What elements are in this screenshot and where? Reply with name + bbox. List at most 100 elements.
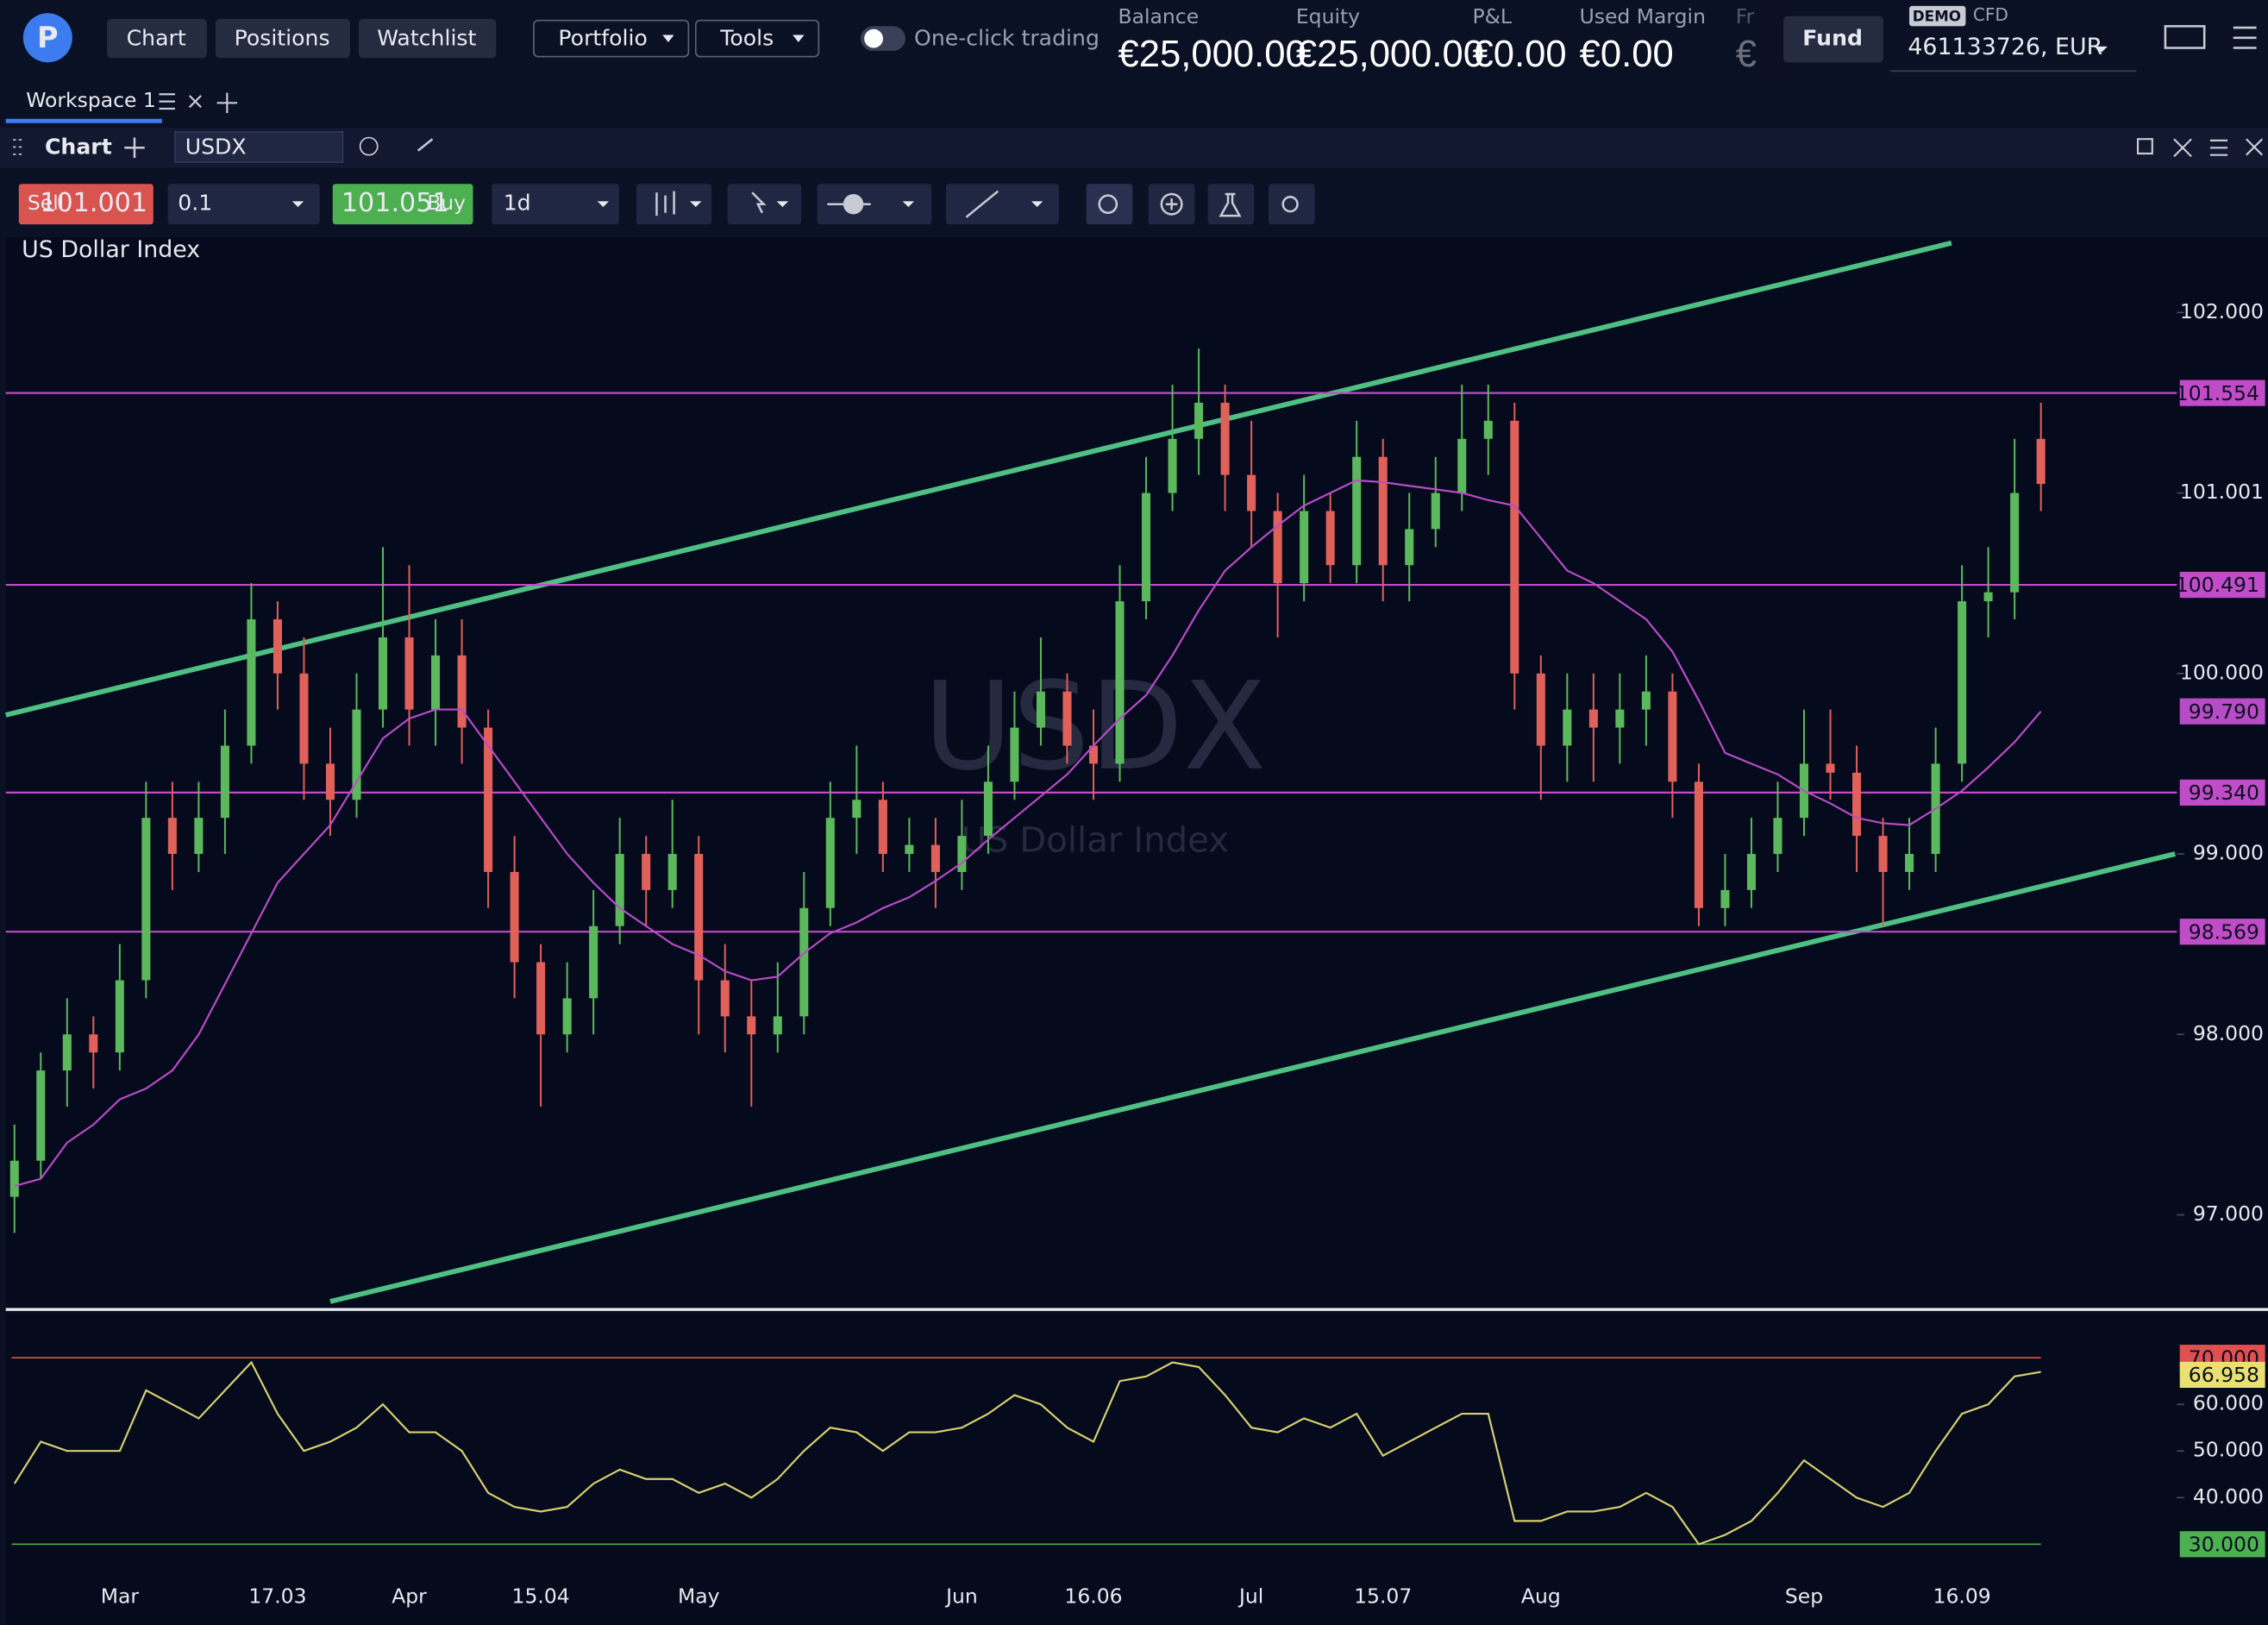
candle-body bbox=[1115, 601, 1125, 764]
ma-tag: 99.790 bbox=[2189, 700, 2259, 724]
quantity: 0.1 bbox=[178, 191, 212, 216]
info-icon[interactable] bbox=[359, 136, 379, 156]
menu-button[interactable] bbox=[533, 19, 690, 58]
candle-body bbox=[1720, 889, 1730, 908]
tool-button[interactable] bbox=[817, 184, 932, 225]
add-icon[interactable] bbox=[124, 137, 145, 159]
stat-label: Fr bbox=[1736, 4, 1755, 28]
y-tick-label: 30.000 bbox=[2189, 1533, 2259, 1557]
candle-body bbox=[1563, 709, 1572, 746]
menu-label: Tools bbox=[719, 25, 774, 50]
candle-body bbox=[1142, 493, 1151, 602]
tool-buttons bbox=[636, 184, 1315, 225]
candle-body bbox=[1694, 781, 1703, 908]
sell-button[interactable] bbox=[18, 184, 153, 225]
candle-body bbox=[62, 1034, 72, 1071]
fund-label: Fund bbox=[1802, 25, 1863, 50]
stat-value: €0.00 bbox=[1472, 34, 1566, 75]
candle-body bbox=[1641, 691, 1651, 710]
tool-button[interactable] bbox=[1268, 184, 1315, 225]
candle-body bbox=[957, 836, 967, 872]
nav-label: Positions bbox=[235, 25, 330, 50]
level-tag: 99.340 bbox=[2189, 781, 2259, 805]
x-tick-label: Aug bbox=[1521, 1584, 1561, 1608]
candle-body bbox=[589, 925, 598, 999]
level-tag-bg bbox=[2179, 571, 2265, 599]
candle-body bbox=[1168, 438, 1177, 493]
toggle-knob bbox=[864, 28, 883, 48]
candle-body bbox=[510, 871, 519, 963]
x-tick-label: 16.06 bbox=[1064, 1584, 1122, 1608]
nav-button[interactable] bbox=[107, 19, 207, 59]
y-tick-label: 98.000 bbox=[2193, 1021, 2264, 1045]
candle-body bbox=[1773, 818, 1782, 855]
candle-body bbox=[36, 1070, 46, 1161]
buy-label: Buy bbox=[427, 191, 466, 215]
fund-button[interactable] bbox=[1783, 16, 1883, 63]
logo[interactable] bbox=[22, 13, 72, 63]
rsi-value-tag-bg bbox=[2179, 1361, 2265, 1389]
candle-body bbox=[220, 745, 229, 819]
level-tag-bg bbox=[2179, 380, 2265, 406]
menu-label: Portfolio bbox=[558, 25, 647, 50]
candle-body bbox=[983, 781, 993, 837]
candle-body bbox=[431, 655, 441, 710]
layout-icon[interactable] bbox=[2164, 25, 2206, 49]
candle-body bbox=[115, 980, 124, 1053]
drag-handle[interactable] bbox=[13, 139, 22, 155]
watermark-title: US Dollar Index bbox=[961, 820, 1229, 860]
candle-body bbox=[167, 818, 177, 855]
tool-button[interactable] bbox=[1086, 184, 1133, 225]
candle-body bbox=[194, 818, 204, 855]
tool-button[interactable] bbox=[945, 184, 1059, 225]
candle-body bbox=[352, 709, 361, 800]
toggle-label: One-click trading bbox=[914, 25, 1100, 50]
symbol-input[interactable] bbox=[174, 130, 344, 163]
menu-button[interactable] bbox=[694, 19, 820, 58]
candle-body bbox=[1983, 592, 1993, 602]
workspace-icons[interactable] bbox=[159, 92, 238, 114]
nav: Chart Positions Watchlist Portfolio Tool… bbox=[107, 19, 1100, 59]
candle-body bbox=[1457, 438, 1467, 493]
nav-button[interactable] bbox=[215, 19, 350, 59]
account-type: CFD bbox=[1973, 4, 2008, 25]
candle-body bbox=[1273, 511, 1282, 584]
caret bbox=[662, 35, 674, 42]
candle-body bbox=[1431, 493, 1440, 530]
candle-body bbox=[141, 818, 151, 981]
panel-icons[interactable] bbox=[2136, 138, 2264, 158]
candle-body bbox=[1958, 601, 1967, 764]
trendline bbox=[329, 851, 2176, 1304]
candle-body bbox=[273, 619, 282, 674]
x-tick-label: Mar bbox=[101, 1584, 140, 1608]
logo-letter: P bbox=[37, 21, 59, 54]
sell-label: Sell bbox=[28, 191, 64, 215]
menu-icon[interactable] bbox=[2233, 26, 2257, 49]
candle-body bbox=[1247, 474, 1256, 511]
y-tick-label: 50.000 bbox=[2193, 1438, 2264, 1462]
sell-price: 101.001 bbox=[40, 188, 147, 218]
tab-underline bbox=[5, 118, 162, 123]
chart-title: US Dollar Index bbox=[22, 236, 200, 263]
nav-button[interactable] bbox=[358, 19, 497, 59]
candle-body bbox=[1510, 420, 1519, 674]
y-tick-label: 40.000 bbox=[2193, 1484, 2264, 1509]
buy-button[interactable] bbox=[332, 184, 473, 225]
quantity-select[interactable] bbox=[167, 184, 320, 225]
candle-body bbox=[1010, 727, 1019, 782]
level-tag: 101.554 bbox=[2176, 381, 2259, 405]
interval-select[interactable] bbox=[492, 184, 619, 225]
buy-price: 101.051 bbox=[341, 188, 449, 218]
candle-body bbox=[1536, 673, 1545, 746]
account-id[interactable]: 461133726, EUR bbox=[1908, 34, 2102, 60]
tool-button[interactable] bbox=[1207, 184, 1255, 225]
candle-body bbox=[905, 844, 914, 855]
demo-badge bbox=[1909, 5, 1966, 27]
nav-label: Watchlist bbox=[377, 25, 476, 50]
workspace-tab[interactable]: Workspace 1 bbox=[26, 88, 156, 112]
rsi-pane bbox=[5, 1312, 2268, 1573]
candle-body bbox=[720, 980, 730, 1017]
candle-body bbox=[1300, 511, 1309, 584]
link-icon[interactable] bbox=[417, 138, 434, 152]
